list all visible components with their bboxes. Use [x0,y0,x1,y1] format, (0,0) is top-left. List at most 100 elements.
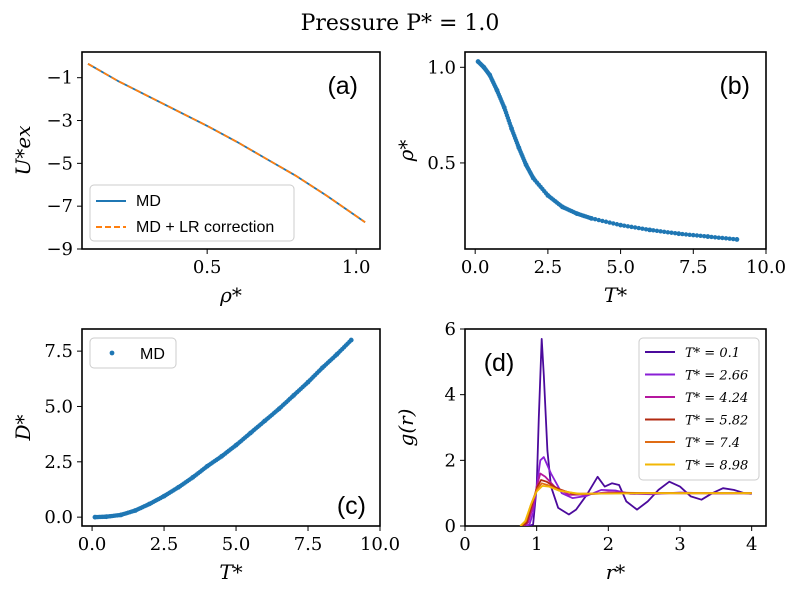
ylabel-label: ρ* [394,140,418,163]
series-line-2 [523,472,752,526]
panel-label: (a) [327,72,358,100]
legend-entry: MD [136,193,161,210]
panel-label: (b) [719,72,750,100]
figure-suptitle: Pressure P* = 1.0 [301,11,500,36]
data-point-dense [720,235,725,241]
data-point-dense [709,234,714,240]
data-point-dense [603,219,609,224]
data-point-dense [592,217,598,222]
x-tick-label: 2.5 [150,534,179,555]
x-tick-label: 2.5 [534,257,563,278]
x-tick-label: 0.0 [461,257,490,278]
legend-swatch [109,350,115,356]
data-point [348,337,354,343]
data-point-dense [702,234,707,239]
data-point-dense [643,227,649,232]
data-point [676,231,682,237]
data-point-dense [712,235,718,240]
legend-entry: T* = 0.1 [685,346,740,361]
data-point-dense [727,236,732,241]
plot-frame [464,51,767,250]
xlabel-label: r* [606,560,626,584]
x-tick-label: 7.5 [294,534,323,555]
x-tick-label: 1 [531,534,542,555]
data-point-dense [629,224,634,230]
data-point-dense [654,228,660,234]
x-tick-label: 10.0 [360,534,400,555]
ylabel-label: g(r) [394,409,418,447]
panel-a: 0.5 1.0 −9 −7 −5 −3 −1 ρ* U*ex (a) MD MD + LR corre… [11,51,381,307]
data-point-dense [716,235,721,240]
y-tick-label: −1 [46,68,73,89]
plot-frame [81,328,381,527]
xlabel-label: T* [219,560,242,584]
xlabel-label: T* [604,283,627,307]
ylabel-label: D* [11,414,35,441]
data-point-dense [651,228,656,233]
y-tick-label: 0 [445,516,456,537]
data-point [589,215,594,221]
plot-area [519,338,752,526]
x-tick-label: 2 [603,534,614,555]
x-tick-label: 0.5 [193,257,222,278]
legend-entry: T* = 4.24 [685,391,748,406]
legend-entry: MD [140,346,165,363]
data-point-dense [625,224,631,229]
data-point-dense [665,230,671,235]
x-tick-label: 1.0 [342,257,371,278]
legend-box [89,184,295,242]
plot-area [87,63,366,223]
data-point-dense [691,232,696,238]
panel-label: (c) [337,492,366,520]
data-point-dense [662,229,667,234]
y-tick-label: 2.5 [44,452,73,473]
legend-box [89,337,177,369]
data-point-dense [698,233,703,239]
x-tick-label: 7.5 [679,257,708,278]
y-tick-label: 1.0 [427,57,456,78]
y-tick-label: 4 [445,385,456,406]
legend-entry: T* = 2.66 [685,369,748,384]
data-point [618,222,623,228]
data-point-dense [687,232,692,237]
x-tick-label: 0.0 [78,534,107,555]
data-point-dense [614,222,620,227]
x-tick-label: 0 [459,534,470,555]
data-point-dense [632,225,638,230]
panel-label: (d) [484,349,515,377]
y-tick-label: 0.0 [44,507,73,528]
x-tick-label: 5.0 [222,534,251,555]
ylabel-label: U*ex [11,126,35,176]
data-point-dense [611,221,616,226]
xlabel-label: ρ* [219,283,242,307]
y-tick-label: 2 [445,450,456,471]
data-point [647,227,653,233]
data-point-dense [680,231,685,237]
series-line-0 [525,338,752,526]
plot-area [475,59,740,242]
plot-frame [81,51,381,250]
y-tick-label: −7 [46,196,73,217]
data-point-dense [607,220,612,225]
y-tick-label: 5.0 [44,396,73,417]
data-point-dense [596,217,601,223]
panel-b: 0.0 2.5 5.0 7.5 10.0 0.5 1.0 T* ρ* (b) [394,51,786,307]
data-point-dense [694,233,700,238]
data-point-dense [600,218,605,224]
data-point-dense [622,223,627,228]
legend-entry: T* = 7.4 [685,436,740,451]
y-tick-label: −9 [46,239,73,260]
data-point-dense [669,230,674,235]
y-tick-label: 7.5 [44,341,73,362]
data-point [705,234,711,239]
data-point-dense [658,229,663,234]
x-tick-label: 3 [674,534,685,555]
x-tick-label: 10.0 [746,257,786,278]
series-line-1 [87,63,366,223]
series-line-5 [519,485,752,526]
data-point [734,237,740,242]
plot-frame [464,328,767,527]
panel-d: 0 1 2 3 4 0 2 4 6 r* g(r) (d) T* = 0.1 T* = 2.66 T* = … [394,319,767,584]
x-tick-label: 5.0 [606,257,635,278]
